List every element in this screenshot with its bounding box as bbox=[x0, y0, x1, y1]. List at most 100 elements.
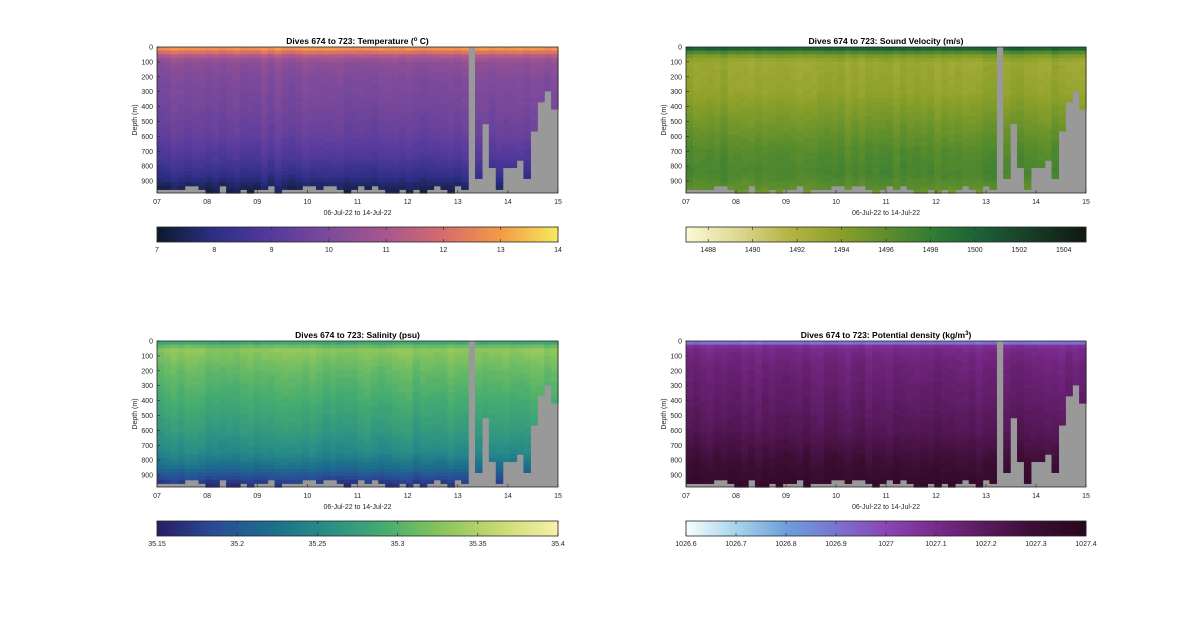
heatmap-cell bbox=[754, 72, 763, 77]
heatmap-cell bbox=[239, 83, 248, 88]
heatmap-cell bbox=[205, 145, 213, 150]
heatmap-cell bbox=[865, 116, 873, 121]
heatmap-cell bbox=[392, 149, 400, 154]
heatmap-cell bbox=[440, 98, 448, 103]
heatmap-cell bbox=[433, 178, 442, 183]
heatmap-cell bbox=[488, 163, 497, 169]
heatmap-cell bbox=[954, 120, 963, 125]
heatmap-cell bbox=[454, 57, 462, 63]
heatmap-cell bbox=[191, 388, 200, 393]
heatmap-cell bbox=[447, 185, 455, 190]
heatmap-cell bbox=[198, 174, 206, 179]
heatmap-cell bbox=[191, 156, 200, 161]
heatmap-cell bbox=[502, 68, 511, 74]
heatmap-cell bbox=[475, 105, 483, 110]
heatmap-cell bbox=[989, 167, 997, 172]
heatmap-cell bbox=[982, 90, 991, 96]
heatmap-cell bbox=[1003, 101, 1011, 106]
heatmap-cell bbox=[961, 145, 970, 150]
heatmap-cell bbox=[872, 76, 880, 81]
heatmap-cell bbox=[754, 79, 763, 85]
heatmap-cell bbox=[1017, 50, 1025, 55]
heatmap-cell bbox=[205, 388, 213, 393]
heatmap-cell bbox=[530, 123, 538, 128]
y-tick-label: 0 bbox=[149, 45, 153, 52]
heatmap-cell bbox=[948, 167, 956, 172]
heatmap-cell bbox=[823, 79, 832, 85]
heatmap-cell bbox=[872, 112, 880, 117]
heatmap-cell bbox=[398, 120, 407, 125]
heatmap-cell bbox=[329, 160, 338, 165]
heatmap-cell bbox=[748, 94, 756, 99]
heatmap-cell bbox=[226, 432, 234, 437]
heatmap-cell bbox=[754, 87, 763, 92]
heatmap-cell bbox=[288, 112, 296, 117]
heatmap-cell bbox=[913, 127, 922, 132]
heatmap-cell bbox=[177, 101, 186, 106]
heatmap-cell bbox=[734, 47, 742, 52]
heatmap-cell bbox=[727, 156, 735, 161]
heatmap-cell bbox=[205, 120, 213, 125]
heatmap-cell bbox=[212, 79, 220, 85]
heatmap-cell bbox=[253, 116, 262, 121]
heatmap-cell bbox=[475, 68, 483, 74]
heatmap-cell bbox=[495, 123, 504, 128]
heatmap-cell bbox=[378, 145, 386, 150]
colorbar-segment bbox=[247, 227, 252, 242]
heatmap-cell bbox=[1044, 116, 1053, 121]
heatmap-cell bbox=[934, 116, 942, 121]
heatmap-cell bbox=[274, 160, 283, 165]
heatmap-cell bbox=[302, 123, 310, 128]
heatmap-cell bbox=[488, 79, 497, 85]
heatmap-cell bbox=[699, 79, 708, 85]
heatmap-cell bbox=[267, 61, 276, 66]
heatmap-cell bbox=[205, 90, 213, 96]
heatmap-cell bbox=[741, 174, 749, 179]
heatmap-cell bbox=[177, 424, 186, 430]
heatmap-cell bbox=[198, 68, 206, 74]
heatmap-cell bbox=[1037, 101, 1046, 106]
heatmap-cell bbox=[343, 182, 352, 187]
heatmap-cell bbox=[509, 123, 518, 128]
heatmap-cell bbox=[433, 141, 442, 147]
heatmap-cell bbox=[447, 182, 455, 187]
heatmap-cell bbox=[523, 65, 531, 70]
heatmap-cell bbox=[433, 47, 442, 52]
heatmap-cell bbox=[481, 87, 490, 92]
heatmap-cell bbox=[212, 65, 220, 70]
heatmap-cell bbox=[720, 130, 728, 136]
heatmap-cell bbox=[475, 149, 483, 154]
heatmap-cell bbox=[170, 90, 179, 96]
heatmap-cell bbox=[920, 127, 928, 132]
heatmap-cell bbox=[968, 112, 977, 117]
heatmap-cell bbox=[913, 171, 922, 176]
heatmap-cell bbox=[267, 57, 276, 63]
heatmap-cell bbox=[1044, 57, 1053, 63]
heatmap-cell bbox=[412, 178, 421, 183]
heatmap-cell bbox=[537, 83, 545, 88]
heatmap-cell bbox=[226, 123, 234, 128]
heatmap-cell bbox=[1010, 79, 1018, 85]
heatmap-cell bbox=[385, 68, 393, 74]
heatmap-cell bbox=[523, 105, 531, 110]
heatmap-cell bbox=[461, 105, 469, 110]
heatmap-cell bbox=[775, 149, 784, 154]
heatmap-cell bbox=[782, 178, 791, 183]
heatmap-cell bbox=[892, 94, 901, 99]
colorbar-segment bbox=[213, 227, 218, 242]
heatmap-cell bbox=[281, 112, 289, 117]
heatmap-cell bbox=[727, 138, 735, 143]
heatmap-cell bbox=[281, 87, 289, 92]
heatmap-cell bbox=[226, 446, 234, 452]
colorbar-segment bbox=[334, 227, 338, 242]
heatmap-cell bbox=[761, 138, 770, 143]
heatmap-cell bbox=[336, 145, 345, 150]
heatmap-cell bbox=[357, 163, 366, 169]
colorbar-segment bbox=[766, 227, 770, 242]
heatmap-cell bbox=[837, 167, 846, 172]
heatmap-cell bbox=[810, 156, 818, 161]
heatmap-cell bbox=[1044, 120, 1053, 125]
heatmap-cell bbox=[309, 101, 317, 106]
heatmap-cell bbox=[233, 72, 241, 77]
heatmap-cell bbox=[768, 120, 777, 125]
